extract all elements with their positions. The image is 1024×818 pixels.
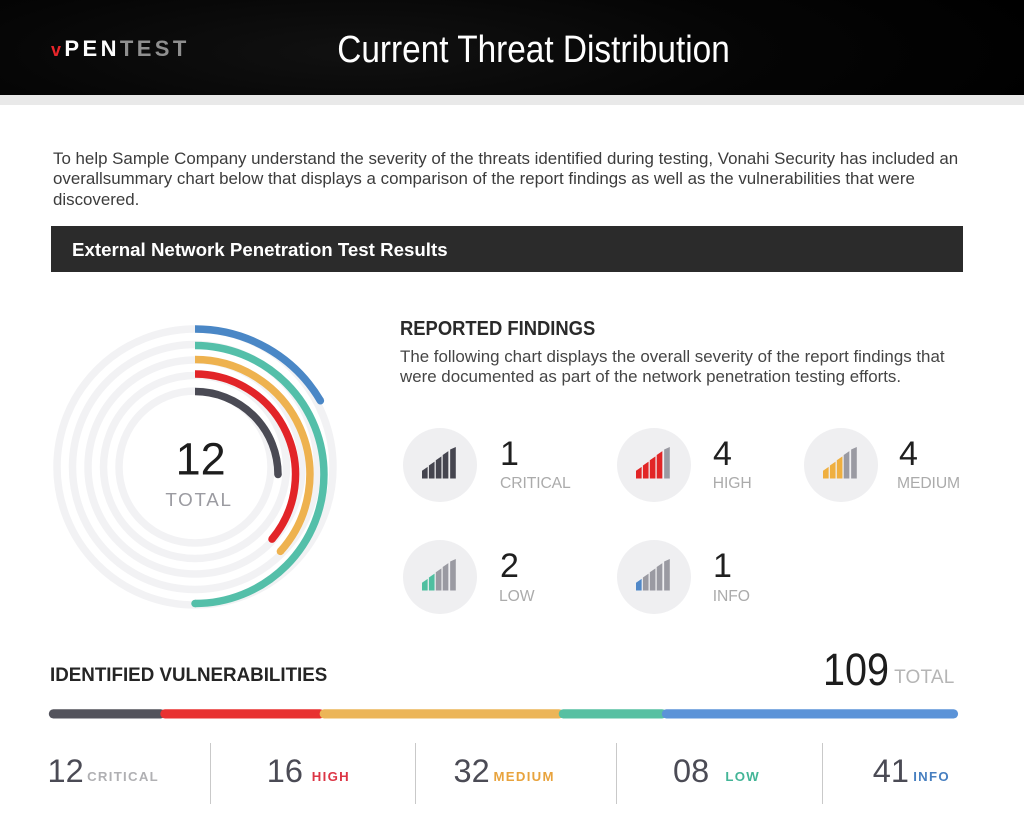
svg-text:TOTAL: TOTAL <box>165 489 232 510</box>
svg-text:12: 12 <box>176 433 226 484</box>
